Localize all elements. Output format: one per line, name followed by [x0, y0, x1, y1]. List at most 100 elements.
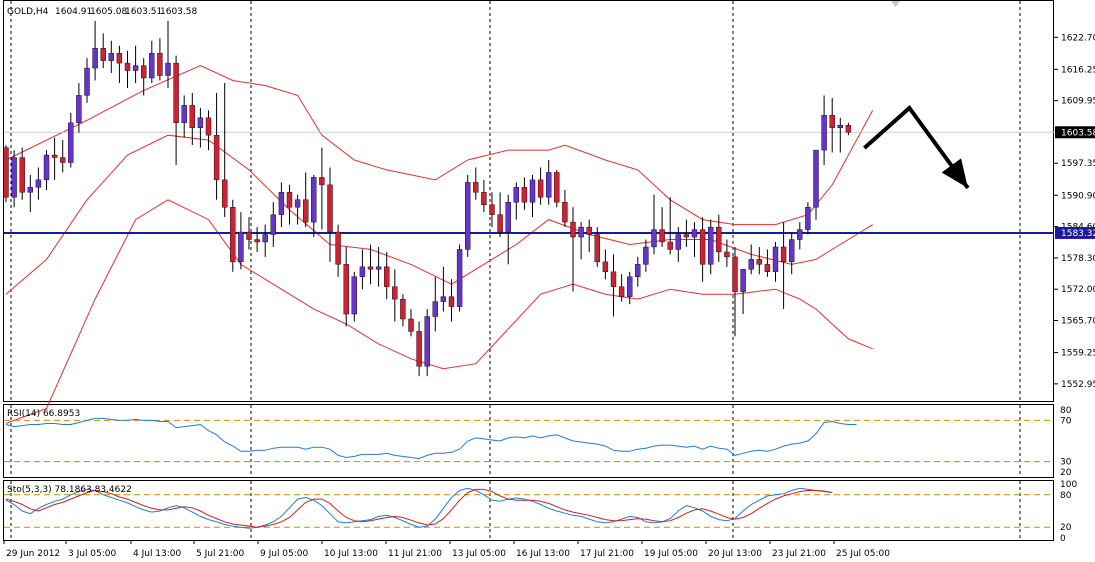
candle-body — [76, 95, 82, 123]
candle-body — [43, 154, 50, 181]
candle-body — [359, 266, 366, 277]
candle-body — [546, 172, 552, 198]
forecast-arrow — [863, 105, 970, 190]
candle-body — [294, 199, 301, 208]
price-tick-label: 1590.90 — [1061, 191, 1095, 201]
candle-body — [108, 52, 115, 61]
rsi-tick-label: 70 — [1060, 416, 1072, 426]
candle-body — [432, 301, 438, 317]
candle-body — [19, 157, 25, 193]
price-plot-area[interactable] — [3, 20, 1055, 424]
stochastic-main-line — [5, 487, 833, 529]
candle-body — [675, 234, 681, 250]
candle-body — [805, 207, 811, 230]
candle-body — [691, 229, 698, 238]
time-tick-label: 4 Jul 13:00 — [133, 549, 182, 559]
candle-body — [497, 214, 503, 233]
ohlc-low: 1603.51 — [125, 7, 162, 17]
candle-body — [570, 221, 576, 238]
stochastic-signal-line — [5, 488, 833, 528]
time-tick-label: 20 Jul 13:00 — [708, 549, 762, 559]
candle-body — [813, 149, 819, 208]
candle-body — [578, 226, 584, 238]
candle-body — [116, 52, 123, 64]
price-tick-label: 1565.70 — [1061, 317, 1095, 327]
forecast-arrowhead — [941, 158, 968, 188]
candle-body — [221, 179, 228, 208]
candle-body — [157, 52, 163, 76]
candle-body — [84, 67, 90, 96]
stochastic-plot-area[interactable] — [4, 487, 1054, 529]
candle-body — [667, 241, 673, 250]
candle-body — [610, 271, 617, 287]
time-tick-label: 10 Jul 13:00 — [324, 549, 378, 559]
candle-body — [748, 259, 754, 270]
candle-body — [68, 122, 74, 163]
candle-body — [554, 172, 560, 203]
stochastic-tick-label: 20 — [1060, 523, 1072, 533]
candle-body — [699, 229, 706, 265]
candle-body — [205, 117, 212, 136]
candle-body — [772, 246, 779, 273]
candle-body — [149, 52, 155, 79]
candle-body — [416, 331, 422, 367]
candle-body — [440, 296, 447, 302]
candle-body — [837, 125, 843, 128]
time-tick-label: 25 Jul 05:00 — [836, 549, 890, 559]
price-tick-label: 1616.25 — [1061, 65, 1095, 75]
stochastic-panel-frame — [3, 480, 1054, 541]
candle-body — [303, 199, 309, 223]
candle-body — [821, 115, 827, 151]
rsi-plot-area[interactable] — [4, 417, 1054, 463]
candle-body — [375, 266, 382, 270]
stochastic-title: Sto(5,3,3) 78.1863 83.4622 — [7, 485, 132, 495]
price-tick-label: 1597.35 — [1061, 159, 1095, 169]
time-tick-label: 16 Jul 13:00 — [516, 549, 570, 559]
candle-body — [602, 261, 609, 273]
price-tick-label: 1559.25 — [1061, 349, 1095, 359]
candle-body — [562, 202, 568, 223]
candle-body — [627, 276, 633, 297]
time-tick-label: 17 Jul 21:00 — [580, 549, 634, 559]
ohlc-high: 1605.08 — [90, 7, 127, 17]
candle-body — [327, 184, 333, 233]
candle-body — [35, 179, 42, 188]
rsi-line — [5, 417, 857, 460]
rsi-panel-frame — [3, 404, 1054, 478]
candle-body — [618, 286, 625, 297]
candle-body — [60, 157, 66, 163]
candle-body — [829, 115, 835, 128]
candle-body — [780, 246, 787, 263]
candle-body — [797, 229, 803, 240]
rsi-tick-label: 20 — [1060, 468, 1072, 478]
candle-body — [764, 264, 771, 273]
candle-body — [537, 179, 544, 198]
candle-body — [392, 286, 398, 300]
candle-body — [100, 48, 106, 61]
ohlc-open: 1604.91 — [55, 7, 92, 17]
candle-body — [278, 192, 285, 215]
candle-body — [213, 134, 220, 181]
current-price-label: 1603.58 — [1061, 128, 1095, 138]
candle-body — [384, 266, 390, 287]
price-tick-label: 1572.00 — [1061, 285, 1095, 295]
candle-body — [513, 187, 519, 203]
candle-body — [319, 177, 325, 186]
time-axis: 29 Jun 2012 3 Jul 05:00 4 Jul 13:00 5 Jul 2… — [3, 540, 890, 559]
bollinger-band-lower — [5, 199, 873, 424]
candle-body — [230, 207, 236, 263]
time-tick-label: 9 Jul 05:00 — [260, 549, 309, 559]
candle-body — [424, 316, 430, 367]
price-tick-label: 1578.30 — [1061, 254, 1095, 264]
stochastic-tick-label: 100 — [1060, 480, 1077, 490]
candle-body — [367, 266, 374, 270]
time-tick-label: 3 Jul 05:00 — [68, 549, 117, 559]
candle-body — [92, 48, 98, 69]
time-tick-label: 5 Jul 21:00 — [196, 549, 245, 559]
candle-body — [789, 239, 795, 263]
price-tick-label: 1552.95 — [1061, 380, 1095, 390]
chart-shift-marker[interactable] — [891, 1, 900, 7]
candle-body — [505, 202, 511, 233]
time-tick-label: 13 Jul 05:00 — [452, 549, 506, 559]
